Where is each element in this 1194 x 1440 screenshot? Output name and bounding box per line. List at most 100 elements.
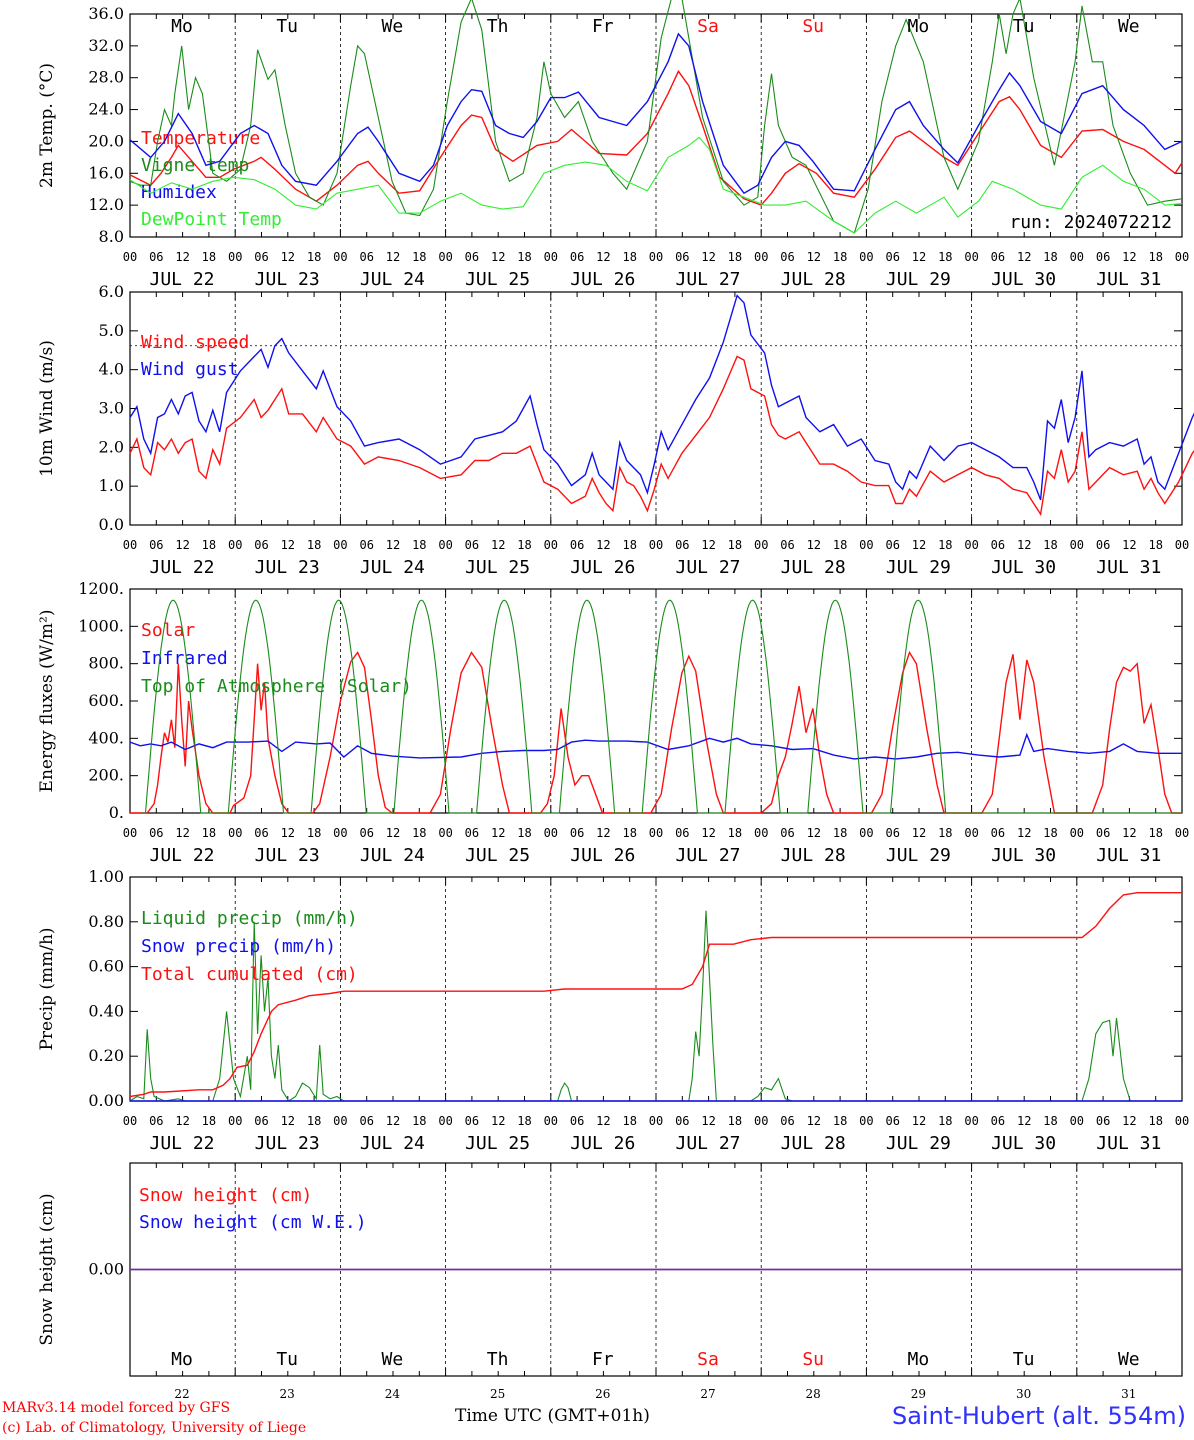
hour-tick-label: 18 bbox=[833, 538, 847, 552]
date-label: JUL 24 bbox=[360, 269, 425, 290]
hour-tick-label: 18 bbox=[938, 250, 952, 264]
hour-tick-label: 00 bbox=[228, 250, 242, 264]
hour-tick-label: 12 bbox=[701, 1114, 715, 1128]
day-number-label: 26 bbox=[595, 1387, 610, 1401]
hour-tick-label: 06 bbox=[465, 1114, 479, 1128]
legend-entry: Vigne temp bbox=[141, 155, 249, 176]
y-tick-label: 20.0 bbox=[88, 131, 124, 150]
date-label: JUL 29 bbox=[886, 1133, 951, 1154]
hour-tick-label: 06 bbox=[149, 826, 163, 840]
hour-tick-label: 12 bbox=[701, 250, 715, 264]
y-axis-title: Snow height (cm) bbox=[37, 1193, 57, 1345]
hour-tick-label: 00 bbox=[649, 250, 663, 264]
weekday-label: Fr bbox=[592, 16, 614, 37]
hour-tick-label: 06 bbox=[570, 826, 584, 840]
weekday-label: Mo bbox=[171, 1349, 193, 1370]
date-label: JUL 26 bbox=[570, 269, 635, 290]
hour-tick-label: 12 bbox=[912, 826, 926, 840]
date-label: JUL 23 bbox=[255, 557, 320, 578]
hour-tick-label: 18 bbox=[1148, 1114, 1162, 1128]
hour-tick-label: 06 bbox=[570, 538, 584, 552]
date-label: JUL 30 bbox=[991, 557, 1056, 578]
legend-entry: Snow height (cm) bbox=[139, 1185, 312, 1206]
hour-tick-label: 00 bbox=[228, 538, 242, 552]
legend-entry: Infrared bbox=[141, 648, 228, 669]
hour-tick-label: 00 bbox=[123, 826, 137, 840]
y-tick-label: 12.0 bbox=[88, 195, 124, 214]
hour-tick-label: 12 bbox=[386, 250, 400, 264]
hour-tick-label: 06 bbox=[675, 826, 689, 840]
y-tick-label: 32.0 bbox=[88, 36, 124, 55]
hour-tick-label: 06 bbox=[675, 1114, 689, 1128]
hour-tick-label: 06 bbox=[885, 1114, 899, 1128]
station-title: Saint-Hubert (alt. 554m) bbox=[891, 1402, 1186, 1430]
hour-tick-label: 18 bbox=[412, 826, 426, 840]
hour-tick-label: 00 bbox=[964, 1114, 978, 1128]
series-line-wind-speed bbox=[129, 355, 1194, 517]
legend-entry: Solar bbox=[141, 620, 195, 641]
hour-tick-label: 06 bbox=[149, 250, 163, 264]
hour-tick-label: 06 bbox=[885, 538, 899, 552]
hour-tick-label: 18 bbox=[517, 826, 531, 840]
hour-tick-label: 06 bbox=[149, 1114, 163, 1128]
hour-tick-label: 18 bbox=[622, 1114, 636, 1128]
weekday-label: Su bbox=[802, 1349, 824, 1370]
hour-tick-label: 12 bbox=[912, 538, 926, 552]
hour-tick-label: 18 bbox=[622, 538, 636, 552]
hour-tick-label: 06 bbox=[780, 1114, 794, 1128]
hour-tick-label: 00 bbox=[544, 1114, 558, 1128]
hour-tick-label: 06 bbox=[991, 538, 1005, 552]
y-tick-label: 0.80 bbox=[88, 912, 124, 931]
hour-tick-label: 18 bbox=[412, 1114, 426, 1128]
date-label: JUL 30 bbox=[991, 1133, 1056, 1154]
hour-tick-label: 06 bbox=[149, 538, 163, 552]
hour-tick-label: 12 bbox=[1122, 250, 1136, 264]
hour-tick-label: 12 bbox=[1017, 250, 1031, 264]
hour-tick-label: 00 bbox=[649, 826, 663, 840]
hour-tick-label: 18 bbox=[938, 1114, 952, 1128]
hour-tick-label: 12 bbox=[701, 538, 715, 552]
hour-tick-label: 18 bbox=[1043, 250, 1057, 264]
hour-tick-label: 12 bbox=[912, 1114, 926, 1128]
hour-tick-label: 12 bbox=[175, 1114, 189, 1128]
date-label: JUL 28 bbox=[781, 557, 846, 578]
date-label: JUL 28 bbox=[781, 269, 846, 290]
hour-tick-label: 00 bbox=[1070, 250, 1084, 264]
day-number-label: 31 bbox=[1121, 1387, 1136, 1401]
hour-tick-label: 18 bbox=[412, 538, 426, 552]
hour-tick-label: 12 bbox=[175, 826, 189, 840]
date-label: JUL 25 bbox=[465, 269, 530, 290]
hour-tick-label: 06 bbox=[675, 250, 689, 264]
hour-tick-label: 06 bbox=[254, 250, 268, 264]
hour-tick-label: 12 bbox=[807, 538, 821, 552]
y-tick-label: 0.0 bbox=[99, 515, 124, 534]
legend-entry: Temperature bbox=[141, 128, 260, 149]
y-tick-label: 1000. bbox=[78, 616, 124, 635]
hour-tick-label: 06 bbox=[1096, 250, 1110, 264]
weekday-label: Sa bbox=[697, 16, 719, 37]
series-line-total-cumulated-cm- bbox=[129, 892, 1182, 1098]
date-label: JUL 23 bbox=[255, 1133, 320, 1154]
hour-tick-label: 12 bbox=[1122, 538, 1136, 552]
date-label: JUL 22 bbox=[149, 269, 214, 290]
hour-tick-label: 00 bbox=[544, 250, 558, 264]
hour-tick-label: 12 bbox=[386, 538, 400, 552]
hour-tick-label: 00 bbox=[859, 1114, 873, 1128]
y-tick-label: 1.00 bbox=[88, 867, 124, 886]
hour-tick-label: 18 bbox=[1043, 826, 1057, 840]
hour-tick-label: 00 bbox=[333, 250, 347, 264]
day-number-label: 23 bbox=[280, 1387, 295, 1401]
hour-tick-label: 18 bbox=[1043, 1114, 1057, 1128]
hour-tick-label: 06 bbox=[570, 1114, 584, 1128]
hour-tick-label: 00 bbox=[123, 250, 137, 264]
hour-tick-label: 18 bbox=[202, 826, 216, 840]
y-tick-label: 0.60 bbox=[88, 957, 124, 976]
hour-tick-label: 18 bbox=[307, 538, 321, 552]
hour-tick-label: 18 bbox=[412, 250, 426, 264]
hour-tick-label: 12 bbox=[175, 538, 189, 552]
day-number-label: 22 bbox=[174, 1387, 189, 1401]
date-label: JUL 31 bbox=[1096, 557, 1161, 578]
series-line-liquid-precip-mm-h- bbox=[129, 910, 1182, 1102]
hour-tick-label: 12 bbox=[596, 250, 610, 264]
date-label: JUL 28 bbox=[781, 845, 846, 866]
